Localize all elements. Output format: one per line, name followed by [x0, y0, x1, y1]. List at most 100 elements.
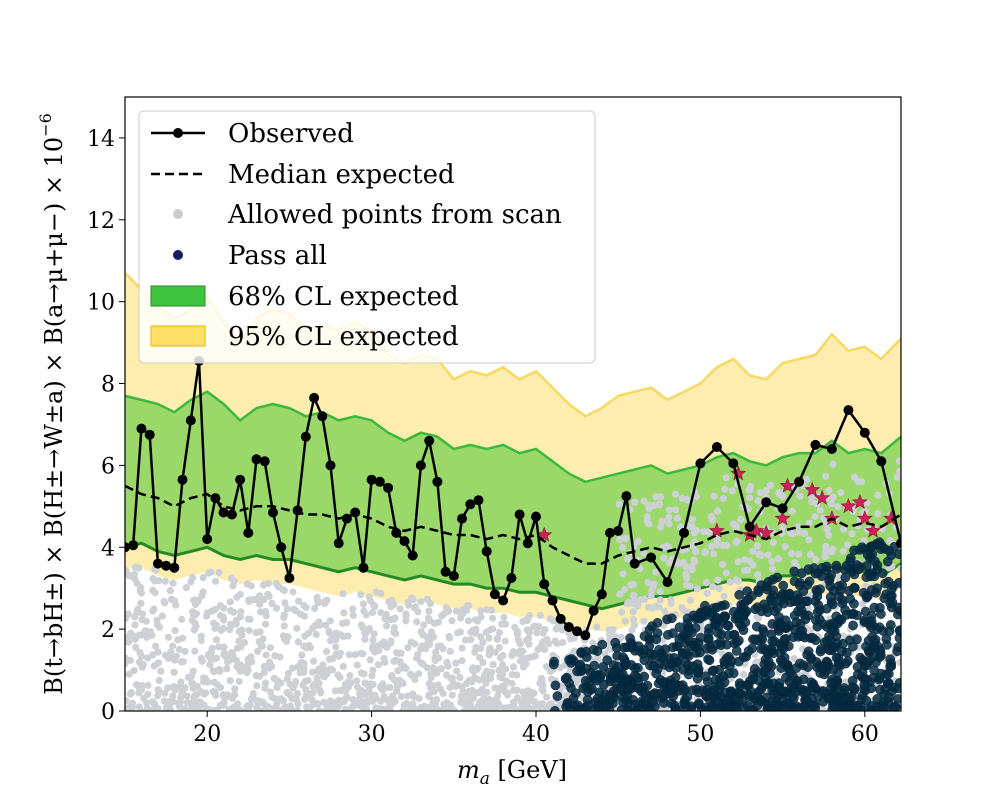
pass-point — [694, 698, 704, 709]
scan-point — [496, 673, 504, 681]
scan-point — [161, 689, 169, 697]
scan-point — [723, 541, 731, 550]
observed-point — [876, 456, 887, 467]
scan-point — [749, 547, 757, 555]
pass-point — [682, 692, 693, 702]
scan-point — [257, 642, 265, 650]
scan-point — [823, 525, 831, 533]
scan-point — [155, 623, 164, 631]
star-marker — [814, 489, 831, 505]
scan-point — [418, 642, 426, 650]
scan-point — [368, 608, 377, 617]
observed-point — [226, 509, 237, 520]
scan-point — [897, 564, 901, 572]
plot-frame — [124, 96, 902, 712]
pass-point — [875, 673, 885, 683]
scan-point — [212, 636, 221, 644]
pass-point — [807, 632, 818, 643]
scan-point — [664, 543, 673, 551]
scan-point — [693, 585, 702, 593]
scan-point — [396, 605, 404, 613]
scan-point — [300, 665, 308, 673]
pass-point — [804, 576, 815, 587]
pass-point — [680, 647, 691, 658]
pass-point — [742, 679, 753, 690]
pass-point — [777, 695, 788, 705]
scan-point — [353, 677, 361, 685]
scan-point — [158, 612, 166, 620]
scan-point — [790, 655, 798, 663]
star-marker — [856, 510, 873, 526]
pass-point — [802, 696, 813, 707]
pass-point — [724, 651, 734, 662]
scan-point — [550, 617, 558, 625]
scan-point — [432, 648, 440, 656]
pass-point — [719, 612, 730, 623]
observed-point — [506, 573, 517, 583]
scan-point — [277, 695, 285, 703]
scan-point — [361, 704, 369, 711]
scan-point — [656, 587, 664, 596]
scan-point — [848, 530, 856, 538]
scan-point — [245, 626, 253, 635]
scan-point — [493, 704, 501, 711]
observed-point — [366, 474, 377, 485]
observed-point — [465, 499, 476, 510]
pass-point — [861, 572, 872, 583]
legend-pass-all-label: Pass all — [228, 241, 327, 271]
observed-point — [489, 589, 500, 600]
scan-point — [266, 658, 274, 666]
scan-point — [896, 658, 901, 667]
scan-point — [131, 635, 139, 644]
scan-point — [737, 515, 745, 523]
scan-point — [410, 673, 418, 681]
scan-point — [286, 704, 294, 711]
pass-point — [796, 631, 807, 641]
scan-point — [182, 584, 190, 592]
scan-point — [709, 583, 717, 591]
scan-point — [262, 651, 270, 659]
pass-point — [848, 620, 858, 631]
observed-point — [144, 429, 155, 440]
scan-point — [144, 681, 152, 689]
observed-point — [317, 411, 328, 422]
scan-point — [208, 644, 216, 652]
scan-point — [369, 666, 377, 674]
scan-point — [498, 661, 507, 669]
pass-point — [602, 655, 612, 666]
scan-point — [468, 686, 476, 695]
observed-point — [300, 431, 311, 442]
pass-point — [561, 672, 572, 683]
scan-point — [232, 620, 240, 628]
pass-point — [795, 658, 805, 669]
pass-point — [756, 606, 767, 617]
scan-point — [652, 493, 660, 501]
scan-point — [205, 650, 213, 658]
scan-point — [644, 603, 653, 611]
scan-point — [365, 593, 373, 601]
y-axis-ticks: 0 2 4 6 8 10 12 14 — [87, 127, 125, 725]
scan-point — [825, 486, 833, 495]
scan-point — [332, 636, 340, 644]
pass-point — [640, 695, 651, 706]
scan-point — [139, 661, 147, 669]
scan-point — [477, 613, 485, 621]
scan-point — [283, 675, 291, 683]
scan-point — [467, 636, 475, 644]
scan-point — [289, 664, 297, 672]
scan-point — [370, 602, 379, 610]
scan-point — [131, 613, 139, 621]
scan-point — [151, 589, 159, 597]
observed-point — [391, 527, 402, 538]
scan-point — [236, 590, 244, 599]
scan-point — [440, 705, 448, 711]
scan-point — [197, 632, 205, 640]
scan-point — [519, 688, 527, 696]
pass-point — [639, 631, 650, 641]
scan-point — [647, 592, 655, 600]
scan-point — [682, 570, 690, 578]
scan-point — [272, 579, 280, 588]
pass-point — [613, 661, 623, 672]
scan-point — [125, 638, 133, 646]
